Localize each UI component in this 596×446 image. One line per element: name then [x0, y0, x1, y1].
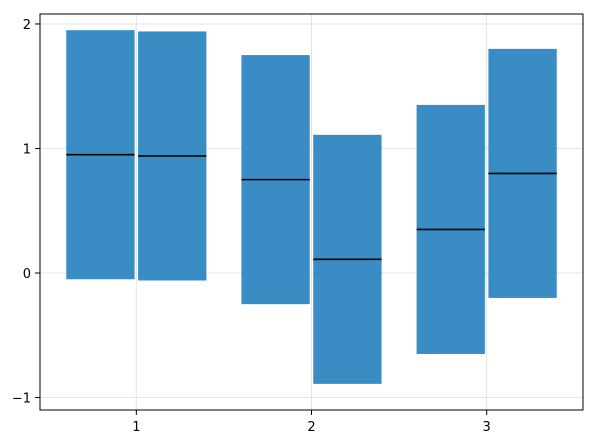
- x-tick-label: 2: [307, 420, 315, 435]
- y-tick-label: 2: [23, 18, 31, 33]
- x-tick-labels: 1 2 3: [132, 420, 491, 435]
- y-tick-labels: −1 0 1 2: [12, 18, 31, 407]
- y-tick-label: 1: [23, 142, 31, 157]
- x-tick-label: 3: [483, 420, 491, 435]
- median-lines: [66, 153, 557, 261]
- y-tick-label: −1: [12, 392, 31, 407]
- x-tick-label: 1: [132, 420, 140, 435]
- axis-ticks: [35, 23, 488, 415]
- y-tick-label: 0: [23, 267, 31, 282]
